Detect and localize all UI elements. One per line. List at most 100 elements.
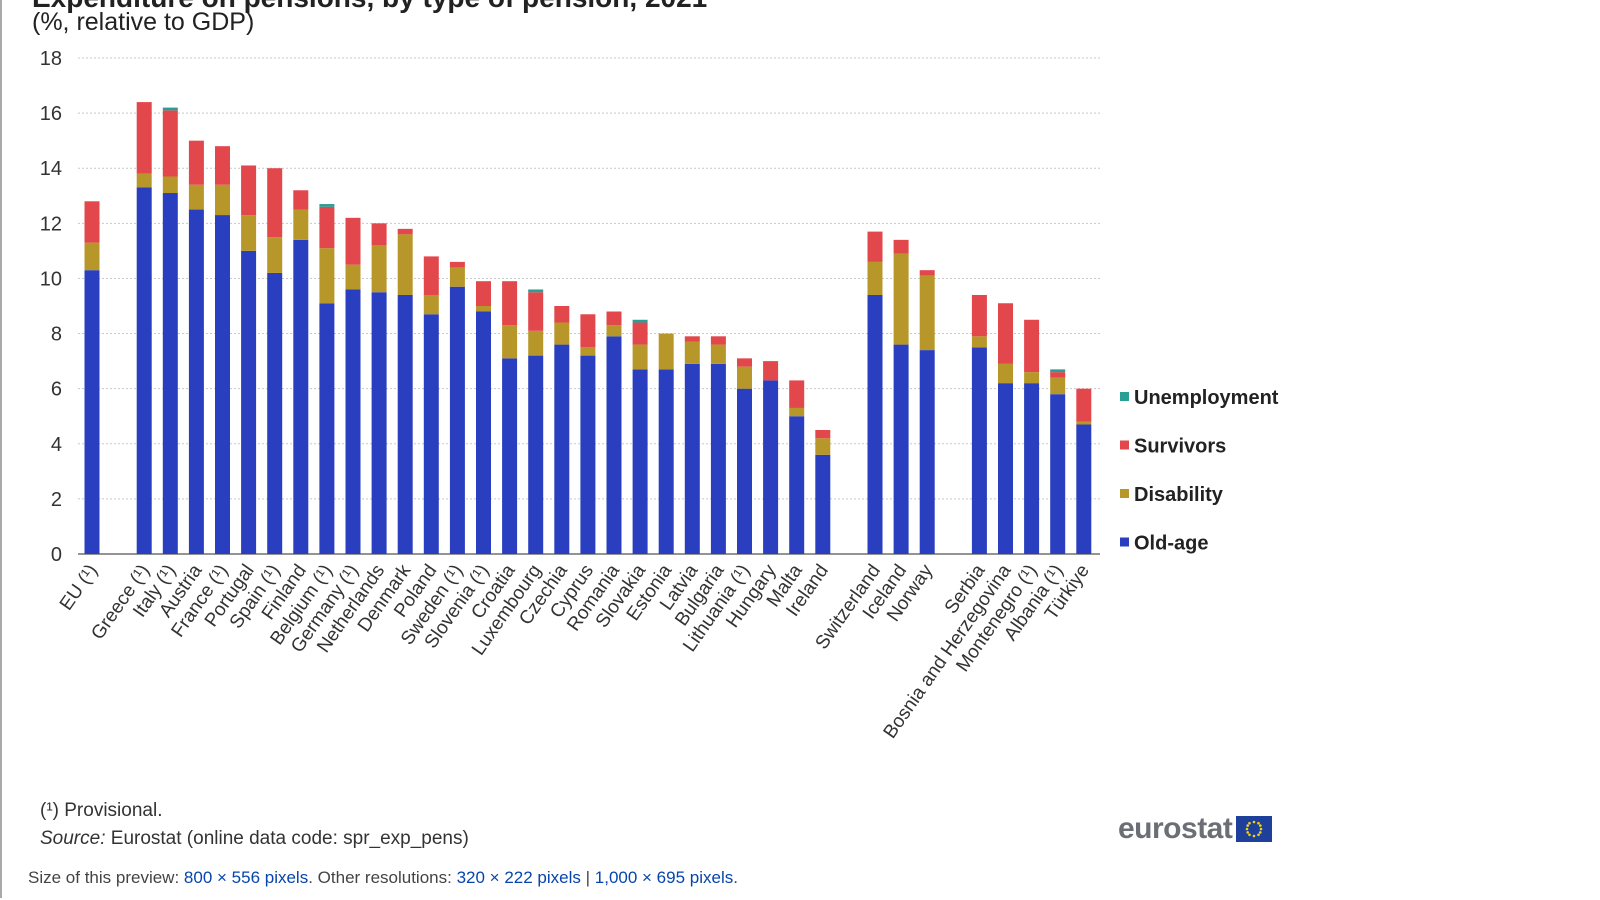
bar-segment-survivors — [162, 110, 178, 177]
bar-segment-survivors — [528, 292, 544, 331]
bar-segment-survivors — [1076, 388, 1092, 422]
bar-segment-survivors — [345, 217, 361, 265]
bar-segment-old-age — [502, 358, 518, 554]
bar-segment-disability — [554, 322, 570, 345]
bar-segment-disability — [1050, 377, 1066, 395]
bar-segment-old-age — [971, 347, 987, 554]
bar-segment-old-age — [1024, 383, 1040, 554]
bar-segment-survivors — [710, 336, 726, 345]
bar-segment-old-age — [345, 289, 361, 554]
bar-segment-old-age — [528, 355, 544, 554]
legend-label-unemployment: Unemployment — [1134, 387, 1279, 409]
bar-segment-disability — [971, 336, 987, 348]
source-text: Eurostat (online data code: spr_exp_pens… — [110, 828, 469, 849]
bar-segment-disability — [449, 267, 465, 287]
eu-flag-icon — [1236, 816, 1273, 842]
bar-segment-old-age — [162, 193, 178, 554]
bar-segment-unemployment — [319, 204, 335, 207]
y-tick-label: 2 — [51, 489, 62, 511]
bar-segment-disability — [371, 245, 387, 293]
bar-segment-old-age — [789, 416, 805, 554]
preview-separator: | — [585, 868, 591, 887]
bar-segment-old-age — [1076, 424, 1092, 554]
bar-segment-old-age — [319, 303, 335, 554]
bar-segment-old-age — [136, 187, 152, 554]
bar-segment-survivors — [971, 294, 987, 337]
bar-segment-survivors — [867, 231, 883, 262]
bar-segment-old-age — [815, 454, 831, 554]
bar-segment-survivors — [684, 336, 700, 342]
y-tick-label: 6 — [51, 379, 62, 401]
bar-segment-old-age — [632, 369, 648, 554]
preview-size-bar: Size of this preview: 800 × 556 pixels. … — [28, 868, 738, 888]
bar-segment-old-age — [580, 355, 596, 554]
bar-segment-old-age — [188, 209, 204, 555]
bar-segment-survivors — [893, 239, 909, 254]
bar-segment-survivors — [737, 358, 752, 367]
eurostat-logo: eurostat — [1118, 812, 1273, 846]
bar-segment-disability — [84, 242, 100, 271]
bar-segment-survivors — [188, 140, 204, 185]
y-tick-label: 14 — [40, 158, 62, 180]
bar-segment-disability — [1076, 421, 1092, 425]
bar-segment-unemployment — [1050, 369, 1066, 373]
bar-segment-survivors — [423, 256, 439, 295]
x-tick-label: EU (¹) — [56, 561, 102, 615]
preview-suffix: . — [733, 868, 738, 887]
provisional-footnote: (¹) Provisional. — [40, 800, 163, 821]
bar-segment-disability — [136, 173, 152, 188]
bar-segment-survivors — [449, 261, 465, 268]
legend-label-old-age: Old-age — [1134, 533, 1208, 555]
bar-segment-survivors — [476, 281, 491, 306]
bar-segment-old-age — [371, 292, 387, 554]
bar-segment-old-age — [606, 336, 622, 554]
preview-current-link[interactable]: 800 × 556 pixels — [183, 868, 309, 887]
preview-alt1-link[interactable]: 320 × 222 pixels — [456, 868, 581, 887]
bar-segment-disability — [893, 253, 909, 345]
legend-swatch-survivors — [1120, 440, 1129, 450]
bar-segment-disability — [188, 184, 204, 210]
bar-segment-survivors — [215, 146, 230, 185]
bar-segment-disability — [397, 234, 413, 295]
bar-segment-disability — [162, 176, 178, 194]
bar-segment-old-age — [476, 311, 491, 554]
y-tick-label: 16 — [40, 103, 62, 125]
bar-segment-old-age — [554, 344, 570, 554]
legend-swatch-disability — [1120, 489, 1129, 498]
bar-segment-disability — [684, 341, 700, 364]
bar-segment-old-age — [423, 314, 439, 554]
bar-segment-disability — [267, 237, 283, 273]
source-note: Source: Eurostat (online data code: spr_… — [40, 828, 469, 850]
legend: Unemployment Survivors Disability Old-age — [1120, 387, 1279, 555]
bar-segment-survivors — [998, 303, 1013, 364]
bar-segment-old-age — [867, 294, 883, 554]
y-tick-label: 4 — [51, 434, 62, 456]
bar-segment-old-age — [919, 350, 935, 554]
y-tick-label: 10 — [40, 268, 62, 290]
legend-label-disability: Disability — [1134, 484, 1224, 506]
y-tick-label: 18 — [40, 48, 62, 70]
bar-segment-survivors — [84, 201, 100, 243]
bar-segment-survivors — [371, 223, 387, 246]
bar-segment-survivors — [397, 228, 413, 235]
bar-segment-disability — [423, 294, 439, 315]
bar-segment-survivors — [319, 206, 335, 249]
bar-segment-survivors — [580, 314, 596, 348]
bar-segment-disability — [1024, 372, 1040, 384]
source-label: Source: — [40, 828, 106, 849]
bar-segment-disability — [476, 306, 491, 312]
bar-segment-old-age — [998, 383, 1013, 554]
bar-segment-survivors — [789, 380, 805, 408]
y-tick-label: 0 — [51, 544, 62, 566]
bar-segment-disability — [919, 275, 935, 351]
bar-segment-old-age — [1050, 394, 1066, 554]
bar-segment-disability — [502, 325, 518, 359]
y-tick-label: 8 — [51, 324, 62, 346]
bar-segment-disability — [293, 209, 309, 240]
bar-segment-survivors — [606, 311, 622, 326]
bar-segment-old-age — [710, 363, 726, 554]
preview-alt2-link[interactable]: 1,000 × 695 pixels — [594, 868, 734, 887]
bar-segment-survivors — [293, 190, 309, 210]
bar-segment-disability — [998, 363, 1013, 384]
